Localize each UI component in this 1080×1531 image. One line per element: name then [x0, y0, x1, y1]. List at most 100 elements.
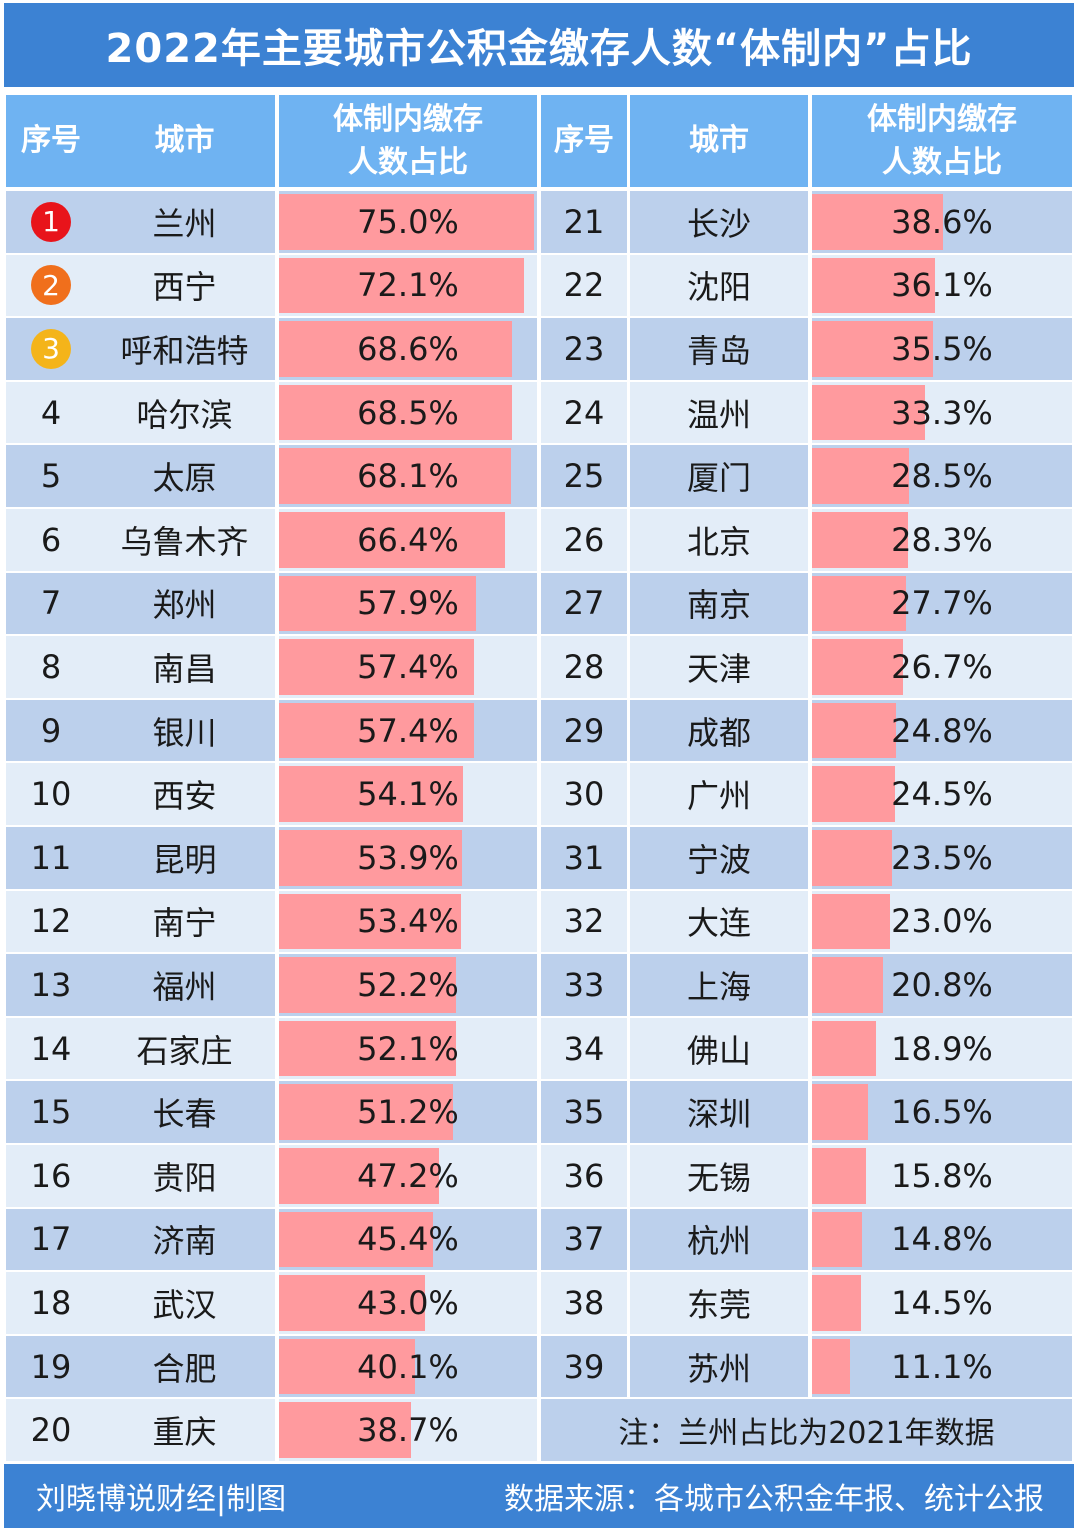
city-cell: 福州: [94, 954, 275, 1016]
city-cell: 长沙: [630, 191, 808, 253]
header-city: 城市: [94, 95, 275, 187]
share-label: 36.1%: [891, 266, 993, 305]
rank-cell: 14: [6, 1017, 96, 1080]
rank-cell: 20: [6, 1399, 96, 1461]
rank-cell: 1: [6, 191, 96, 253]
share-cell: 45.4%: [279, 1208, 537, 1271]
share-bar: [812, 830, 892, 886]
share-label: 24.8%: [891, 711, 993, 750]
rank-cell: 37: [541, 1208, 627, 1271]
city-cell: 南京: [630, 572, 808, 635]
share-label: 18.9%: [891, 1029, 993, 1068]
footer-source: 数据来源：各城市公积金年报、统计公报: [504, 1482, 1044, 1517]
rank-cell: 7: [6, 572, 96, 635]
rank-cell: 6: [6, 509, 96, 571]
share-cell: 53.4%: [279, 890, 537, 953]
share-label: 28.3%: [891, 520, 993, 559]
share-bar: [812, 194, 944, 250]
share-bar: [812, 702, 897, 759]
rank-cell: 9: [6, 699, 96, 762]
share-cell: 38.6%: [812, 191, 1072, 253]
rank-medal-icon: 1: [31, 201, 71, 242]
share-bar: [279, 1402, 411, 1458]
share-cell: 52.1%: [279, 1017, 537, 1080]
city-cell: 呼和浩特: [94, 318, 275, 380]
city-cell: 武汉: [94, 1272, 275, 1334]
header-share: 体制内缴存 人数占比: [279, 95, 537, 187]
city-cell: 成都: [630, 699, 808, 762]
share-bar: [812, 957, 883, 1013]
share-bar: [812, 257, 935, 314]
share-label: 51.2%: [357, 1093, 459, 1132]
rank-cell: 21: [541, 191, 627, 253]
header-share-line1: 体制内缴存: [867, 101, 1017, 137]
share-bar: [812, 512, 909, 568]
rank-cell: 31: [541, 827, 627, 889]
share-cell: 75.0%: [279, 191, 537, 253]
rank-cell: 25: [541, 445, 627, 507]
share-label: 40.1%: [357, 1347, 459, 1386]
share-cell: 23.0%: [812, 890, 1072, 953]
city-cell: 青岛: [630, 318, 808, 380]
share-bar: [279, 1338, 416, 1395]
city-cell: 济南: [94, 1208, 275, 1271]
city-cell: 贵阳: [94, 1145, 275, 1207]
share-bar: [279, 575, 476, 632]
share-cell: 40.1%: [279, 1335, 537, 1398]
share-cell: 68.5%: [279, 381, 537, 444]
city-cell: 宁波: [630, 827, 808, 889]
rank-cell: 10: [6, 763, 96, 825]
header-share: 体制内缴存 人数占比: [812, 95, 1072, 187]
rank-cell: 11: [6, 827, 96, 889]
share-label: 68.6%: [357, 329, 459, 368]
rank-cell: 23: [541, 318, 627, 380]
share-label: 45.4%: [357, 1220, 459, 1259]
share-bar: [812, 1275, 862, 1331]
city-cell: 无锡: [630, 1145, 808, 1207]
header-rank: 序号: [6, 95, 96, 187]
share-cell: 16.5%: [812, 1081, 1072, 1143]
city-cell: 厦门: [630, 445, 808, 507]
city-cell: 兰州: [94, 191, 275, 253]
share-cell: 43.0%: [279, 1272, 537, 1334]
rank-cell: 16: [6, 1145, 96, 1207]
share-cell: 54.1%: [279, 763, 537, 825]
share-label: 35.5%: [891, 329, 993, 368]
city-cell: 太原: [94, 445, 275, 507]
share-bar: [812, 321, 933, 377]
city-cell: 南宁: [94, 890, 275, 953]
share-cell: 24.8%: [812, 699, 1072, 762]
city-cell: 东莞: [630, 1272, 808, 1334]
share-label: 23.5%: [891, 838, 993, 877]
rank-cell: 15: [6, 1081, 96, 1143]
chart-title: 2022年主要城市公积金缴存人数“体制内”占比: [4, 3, 1074, 87]
share-cell: 20.8%: [812, 954, 1072, 1016]
share-label: 28.5%: [891, 457, 993, 496]
rank-cell: 30: [541, 763, 627, 825]
share-bar: [279, 1211, 434, 1268]
rank-cell: 2: [6, 254, 96, 317]
share-cell: 52.2%: [279, 954, 537, 1016]
share-label: 23.0%: [891, 902, 993, 941]
rank-cell: 5: [6, 445, 96, 507]
share-bar: [812, 1211, 863, 1268]
share-cell: 14.8%: [812, 1208, 1072, 1271]
rank-cell: 17: [6, 1208, 96, 1271]
rank-cell: 24: [541, 381, 627, 444]
city-cell: 佛山: [630, 1017, 808, 1080]
city-cell: 乌鲁木齐: [94, 509, 275, 571]
share-bar: [279, 766, 463, 822]
share-label: 66.4%: [357, 520, 459, 559]
share-label: 38.6%: [891, 202, 993, 241]
share-label: 24.5%: [891, 775, 993, 814]
city-cell: 哈尔滨: [94, 381, 275, 444]
share-cell: 57.4%: [279, 699, 537, 762]
share-cell: 33.3%: [812, 381, 1072, 444]
share-label: 57.9%: [357, 584, 459, 623]
share-cell: 26.7%: [812, 636, 1072, 698]
share-bar: [812, 1084, 869, 1140]
rank-cell: 39: [541, 1335, 627, 1398]
city-cell: 西宁: [94, 254, 275, 317]
share-bar: [279, 448, 511, 504]
